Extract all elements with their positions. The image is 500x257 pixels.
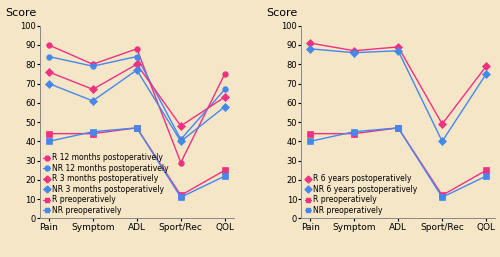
Legend: R 12 months postoperatively, NR 12 months postoperatively, R 3 months postoperat: R 12 months postoperatively, NR 12 month…	[42, 153, 170, 216]
Legend: R 6 years postoperatively, NR 6 years postoperatively, R preoperatively, NR preo: R 6 years postoperatively, NR 6 years po…	[304, 174, 418, 216]
Text: Score: Score	[266, 8, 298, 18]
Text: Score: Score	[5, 8, 36, 18]
